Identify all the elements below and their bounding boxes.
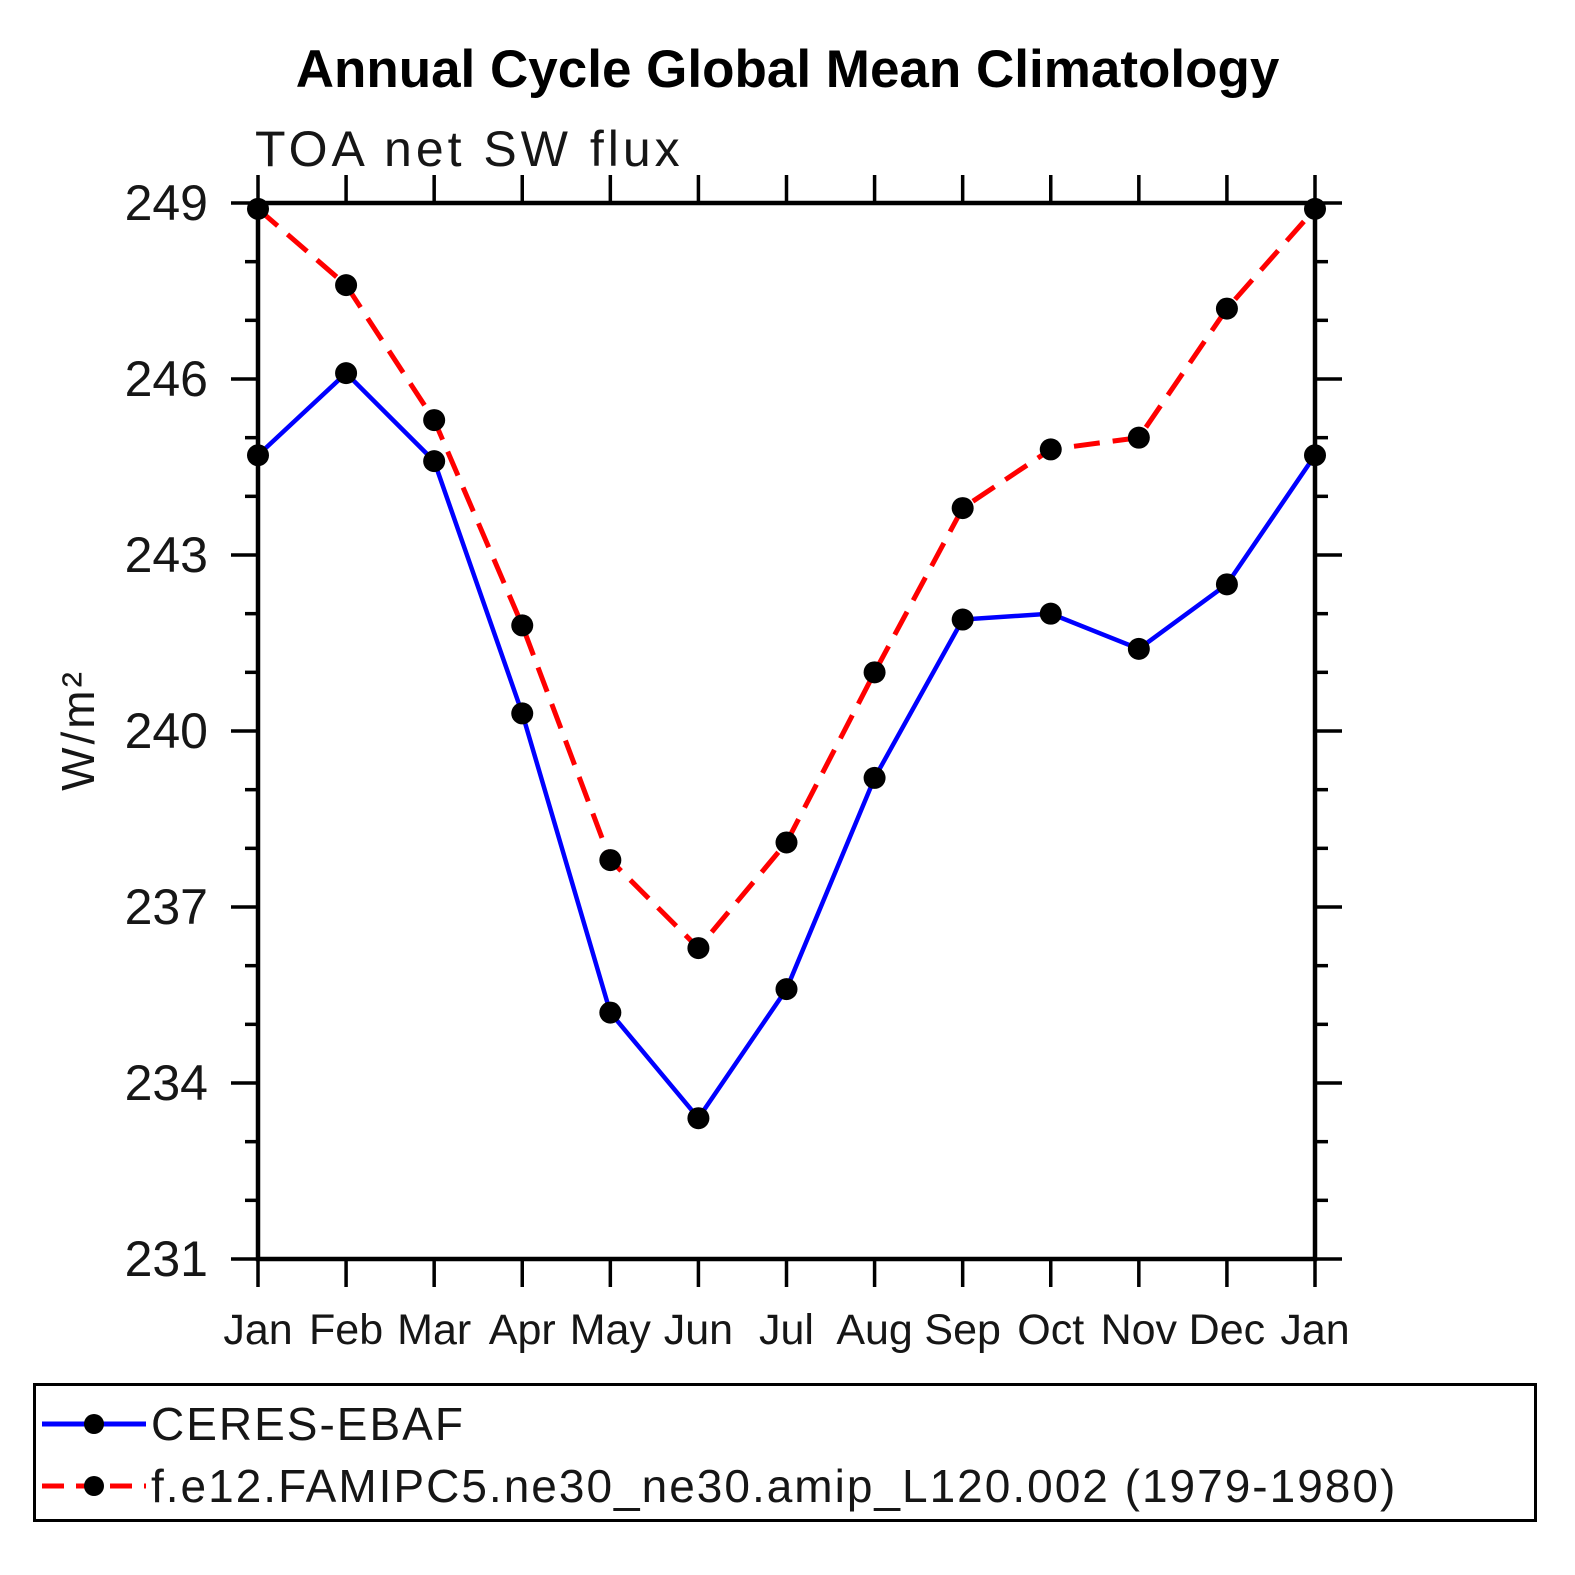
data-point-s1-Oct (1039, 438, 1062, 461)
y-tick-label: 249 (125, 175, 208, 231)
y-tick-label: 243 (125, 527, 208, 583)
data-point-s1-Jul (775, 831, 798, 854)
data-point-s0-Sep (951, 608, 974, 631)
legend-label-model: f.e12.FAMIPC5.ne30_ne30.amip_L120.002 (1… (151, 1460, 1398, 1512)
x-tick-label: Nov (1101, 1306, 1178, 1354)
legend-marker-dot (84, 1414, 104, 1434)
y-tick-label: 237 (125, 879, 208, 935)
x-tick-label: Feb (309, 1306, 383, 1354)
data-point-s1-Jun (687, 937, 710, 960)
data-point-s0-Jun (687, 1107, 710, 1130)
data-point-s0-Jul (775, 978, 798, 1001)
data-point-s1-Nov (1127, 426, 1150, 449)
data-point-s1-Jan (247, 197, 269, 220)
y-tick-label: 240 (125, 703, 208, 759)
data-point-s1-Aug (863, 661, 886, 684)
data-point-s0-Jan (1304, 444, 1326, 467)
x-tick-label: Sep (924, 1306, 1001, 1354)
data-point-s0-May (599, 1001, 622, 1024)
data-point-s0-Apr (511, 702, 534, 725)
data-point-s1-Sep (951, 497, 974, 520)
data-point-s1-Jan (1304, 197, 1326, 220)
x-tick-label: Jul (759, 1306, 814, 1354)
y-tick-label: 231 (125, 1231, 208, 1287)
legend-line-sample-dashed (42, 1476, 146, 1496)
y-tick-label: 234 (125, 1055, 208, 1111)
x-tick-label: Dec (1189, 1306, 1265, 1354)
data-point-s1-Dec (1215, 297, 1238, 320)
data-point-s0-Jan (247, 444, 269, 467)
data-point-s0-Aug (863, 766, 886, 789)
x-tick-label: Mar (397, 1306, 471, 1354)
data-point-s0-Mar (423, 450, 446, 473)
x-tick-label: Jun (664, 1306, 733, 1354)
x-tick-label: Jan (223, 1306, 292, 1354)
data-point-s1-Feb (335, 274, 358, 297)
legend-item-model: f.e12.FAMIPC5.ne30_ne30.amip_L120.002 (1… (38, 1462, 1397, 1510)
legend-label-ceres: CERES-EBAF (151, 1398, 465, 1450)
x-tick-label: May (570, 1306, 652, 1354)
data-point-s0-Nov (1127, 637, 1150, 660)
data-point-s1-Apr (511, 614, 534, 637)
series-line-0 (256, 370, 1317, 1122)
data-point-s1-May (599, 849, 622, 872)
legend-marker-dot (84, 1476, 104, 1496)
data-point-s0-Dec (1215, 573, 1238, 596)
legend-item-ceres: CERES-EBAF (38, 1400, 465, 1448)
plot-frame (255, 200, 1318, 1262)
legend-line-sample-solid (42, 1414, 146, 1434)
data-point-s1-Mar (423, 409, 446, 432)
legend-box: CERES-EBAF f.e12.FAMIPC5.ne30_ne30.amip_… (33, 1383, 1537, 1522)
x-tick-label: Oct (1017, 1306, 1084, 1354)
x-tick-label: Jan (1280, 1306, 1349, 1354)
chart-subtitle: TOA net SW flux (255, 121, 684, 177)
x-tick-label: Aug (836, 1306, 913, 1354)
y-tick-label: 246 (125, 351, 208, 407)
data-point-s0-Feb (335, 362, 358, 385)
data-point-s0-Oct (1039, 602, 1062, 625)
x-tick-label: Apr (489, 1306, 556, 1354)
chart-title: Annual Cycle Global Mean Climatology (295, 40, 1280, 99)
